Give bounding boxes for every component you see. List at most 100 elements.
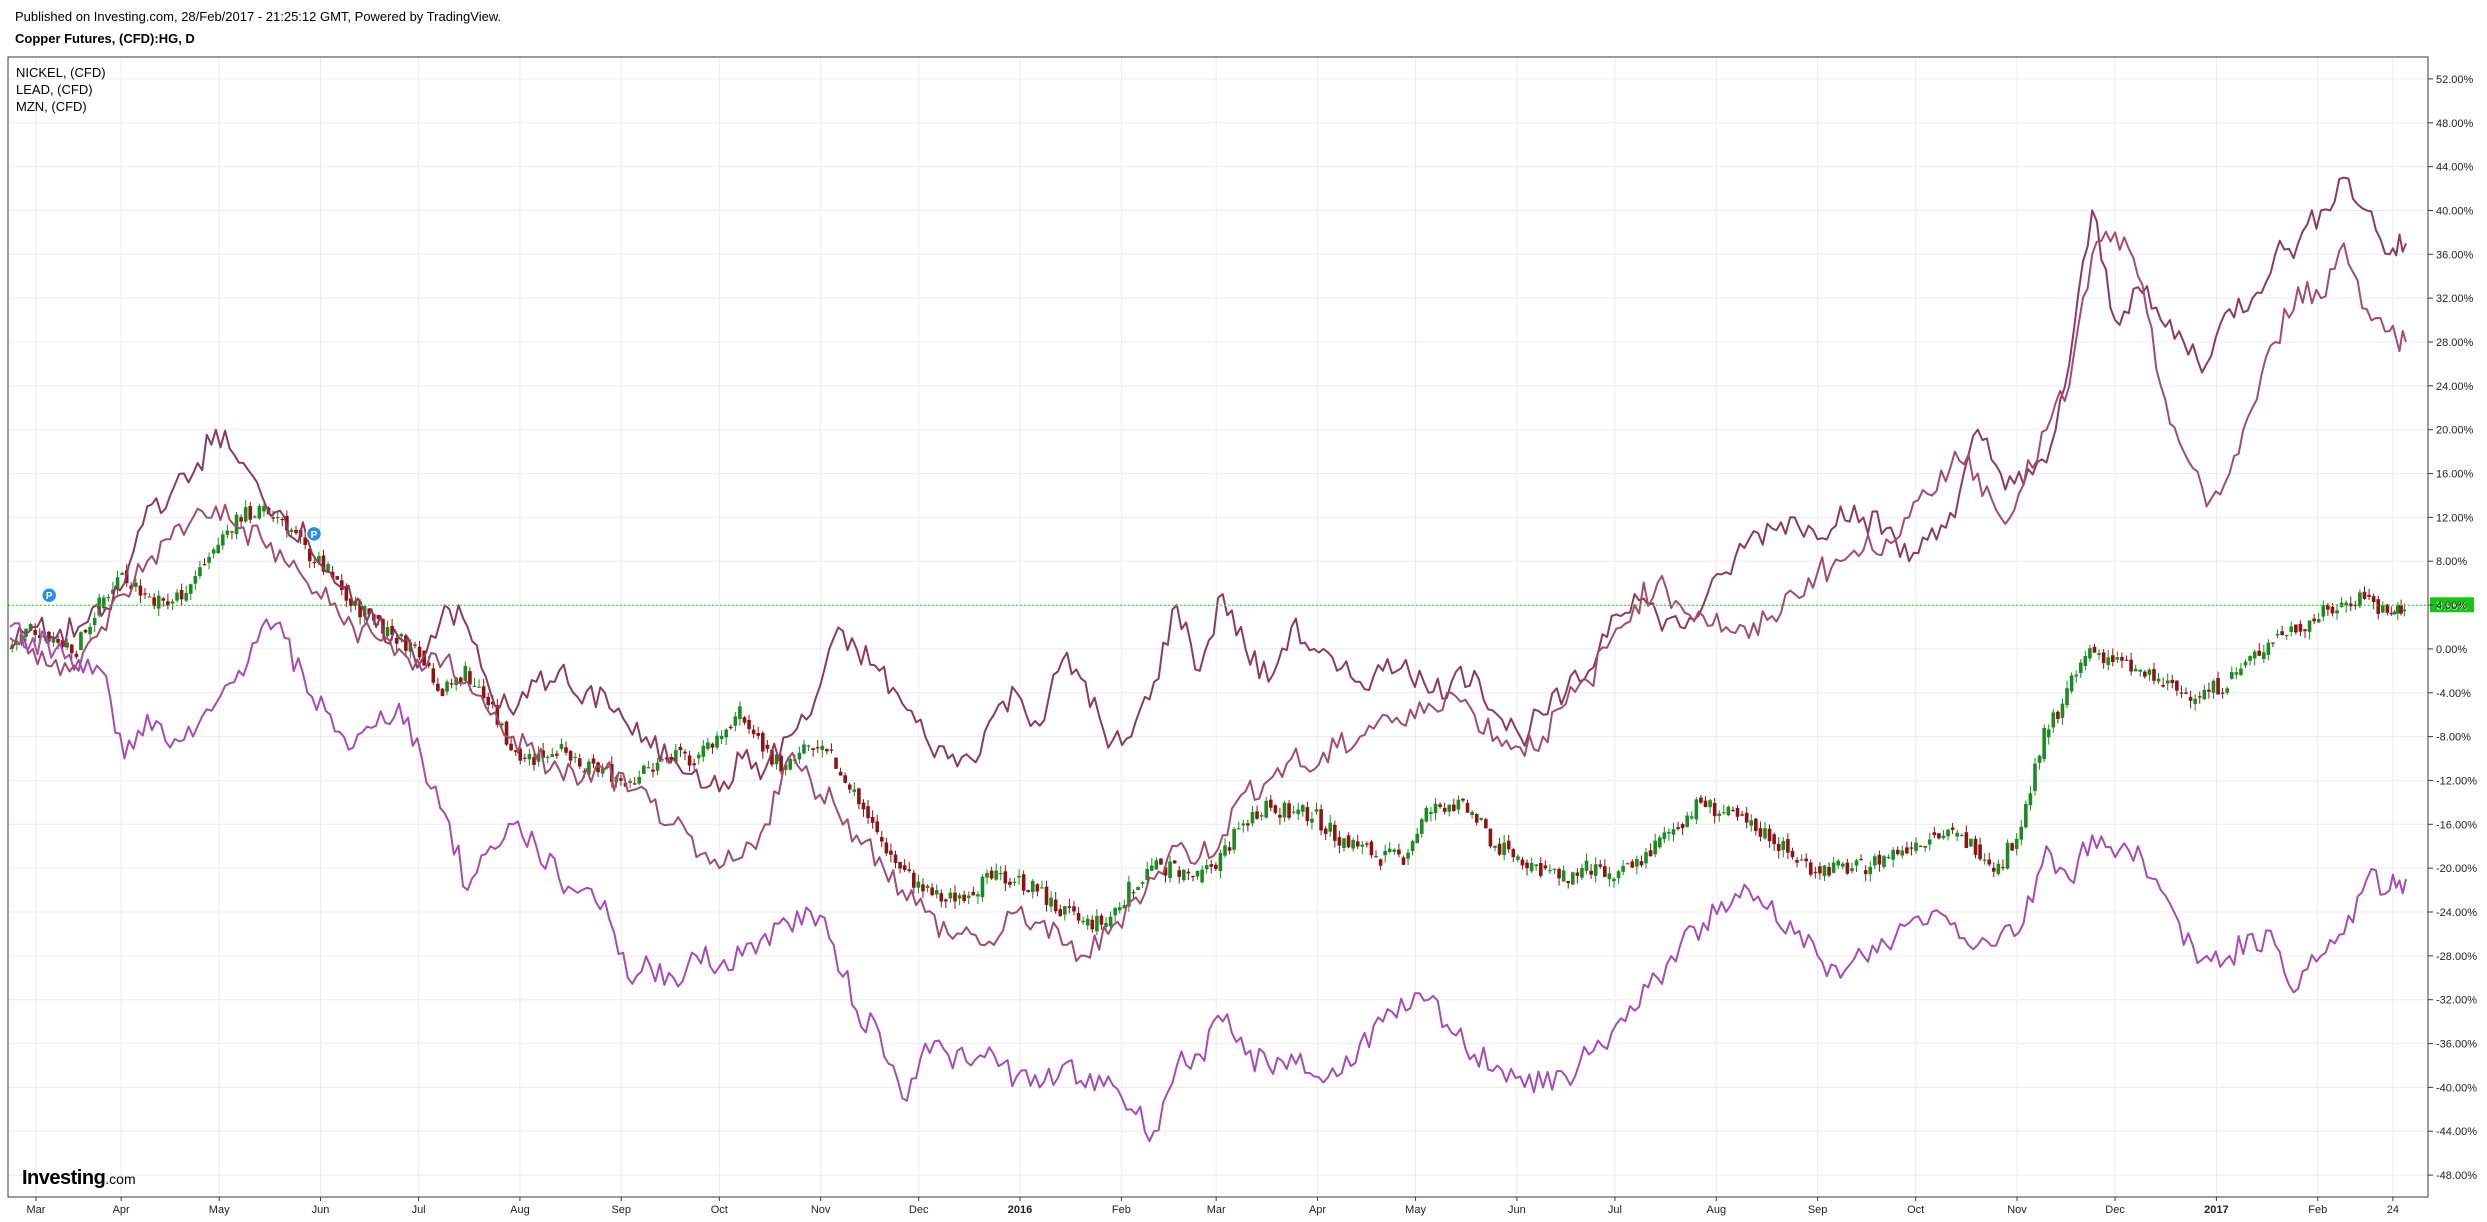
x-tick-label: Aug — [510, 1204, 530, 1216]
candle-body — [2106, 657, 2111, 666]
candle-body — [2353, 604, 2358, 607]
candle-body — [1722, 812, 1726, 814]
candle-body — [1008, 881, 1012, 885]
candle-body — [184, 593, 188, 601]
candle-body — [550, 754, 555, 757]
candle-body — [1378, 859, 1383, 866]
candle-body — [2321, 605, 2326, 617]
candle-body — [870, 816, 875, 823]
legend-item-mzn[interactable]: MZN, (CFD) — [16, 99, 87, 114]
candle-body — [651, 769, 655, 772]
candle-body — [2367, 594, 2371, 597]
candle-body — [321, 555, 326, 572]
candle-body — [330, 571, 335, 578]
candle-body — [564, 747, 568, 753]
y-tick-label: 48.00% — [2436, 118, 2474, 130]
y-tick-label: -28.00% — [2436, 951, 2477, 963]
candle-body — [1607, 873, 1612, 880]
candle-body — [2051, 712, 2056, 728]
x-tick-label: Aug — [1707, 1204, 1727, 1216]
candle-body — [1799, 859, 1804, 861]
candle-body — [179, 589, 184, 600]
candle-body — [1561, 870, 1566, 882]
candle-body — [1548, 870, 1552, 872]
candle-body — [843, 775, 847, 783]
candle-body — [51, 637, 56, 643]
candle-body — [207, 556, 211, 563]
candle-body — [1410, 841, 1415, 852]
candle-body — [1818, 866, 1822, 874]
candle-body — [1049, 897, 1053, 907]
candle-body — [2033, 763, 2037, 792]
candle-body — [1131, 892, 1136, 894]
candle-body — [728, 726, 733, 729]
candle-body — [779, 755, 783, 772]
candle-body — [445, 681, 449, 692]
candle-body — [115, 577, 120, 590]
candle-body — [1749, 820, 1754, 826]
candle-body — [1387, 848, 1392, 852]
x-tick-label: Sep — [611, 1204, 631, 1216]
candle-body — [436, 683, 440, 691]
candle-body — [399, 634, 404, 637]
candle-body — [1813, 871, 1818, 874]
candle-body — [1992, 867, 1996, 872]
candle-body — [1369, 841, 1374, 856]
candle-body — [1653, 840, 1657, 855]
candle-body — [1218, 852, 1223, 872]
candle-body — [358, 601, 362, 618]
legend-item-lead[interactable]: LEAD, (CFD) — [16, 82, 93, 97]
candle-body — [1392, 849, 1397, 852]
candle-body — [811, 748, 815, 750]
last-price-label: 3.98% — [2436, 600, 2467, 612]
candle-body — [857, 788, 861, 805]
candle-body — [2188, 696, 2193, 701]
candle-body — [1699, 797, 1703, 803]
x-tick-label: Jun — [1508, 1204, 1526, 1216]
candle-body — [1570, 872, 1575, 885]
candle-body — [2392, 611, 2397, 615]
candle-body — [1090, 919, 1095, 930]
candle-body — [431, 668, 436, 683]
candle-body — [303, 537, 307, 545]
candle-body — [458, 677, 463, 683]
candle-body — [294, 529, 298, 534]
candle-body — [216, 544, 221, 554]
legend-item-nickel[interactable]: NICKEL, (CFD) — [16, 65, 106, 80]
candle-body — [696, 754, 701, 759]
candle-body — [1776, 843, 1781, 851]
candle-body — [861, 802, 866, 810]
candle-body — [2037, 755, 2042, 763]
candle-body — [582, 771, 587, 773]
candle-body — [619, 778, 623, 781]
candle-body — [60, 640, 65, 647]
candle-body — [509, 743, 513, 751]
candle-body — [2211, 680, 2216, 693]
candle-body — [2294, 624, 2298, 633]
candle-body — [765, 744, 770, 749]
candle-body — [1667, 832, 1671, 834]
candle-body — [1969, 838, 1973, 847]
candle-body — [339, 580, 344, 590]
candle-body — [1635, 859, 1639, 867]
y-tick-label: -48.00% — [2436, 1170, 2477, 1182]
candle-body — [1310, 818, 1314, 823]
candle-body — [1095, 915, 1099, 932]
plot-frame — [7, 56, 2429, 1198]
candle-body — [994, 870, 998, 880]
candle-body — [326, 564, 330, 572]
candle-body — [33, 629, 37, 635]
candle-body — [477, 686, 481, 688]
candle-body — [989, 870, 994, 879]
candle-body — [1516, 856, 1520, 860]
candle-body — [2202, 689, 2207, 700]
candle-body — [2147, 669, 2152, 675]
candle-body — [2161, 684, 2165, 687]
candle-body — [152, 597, 156, 607]
candle-body — [1767, 828, 1772, 842]
candle-body — [930, 887, 934, 896]
candle-body — [335, 576, 340, 580]
candle-body — [1191, 875, 1195, 878]
candle-body — [1186, 871, 1191, 874]
